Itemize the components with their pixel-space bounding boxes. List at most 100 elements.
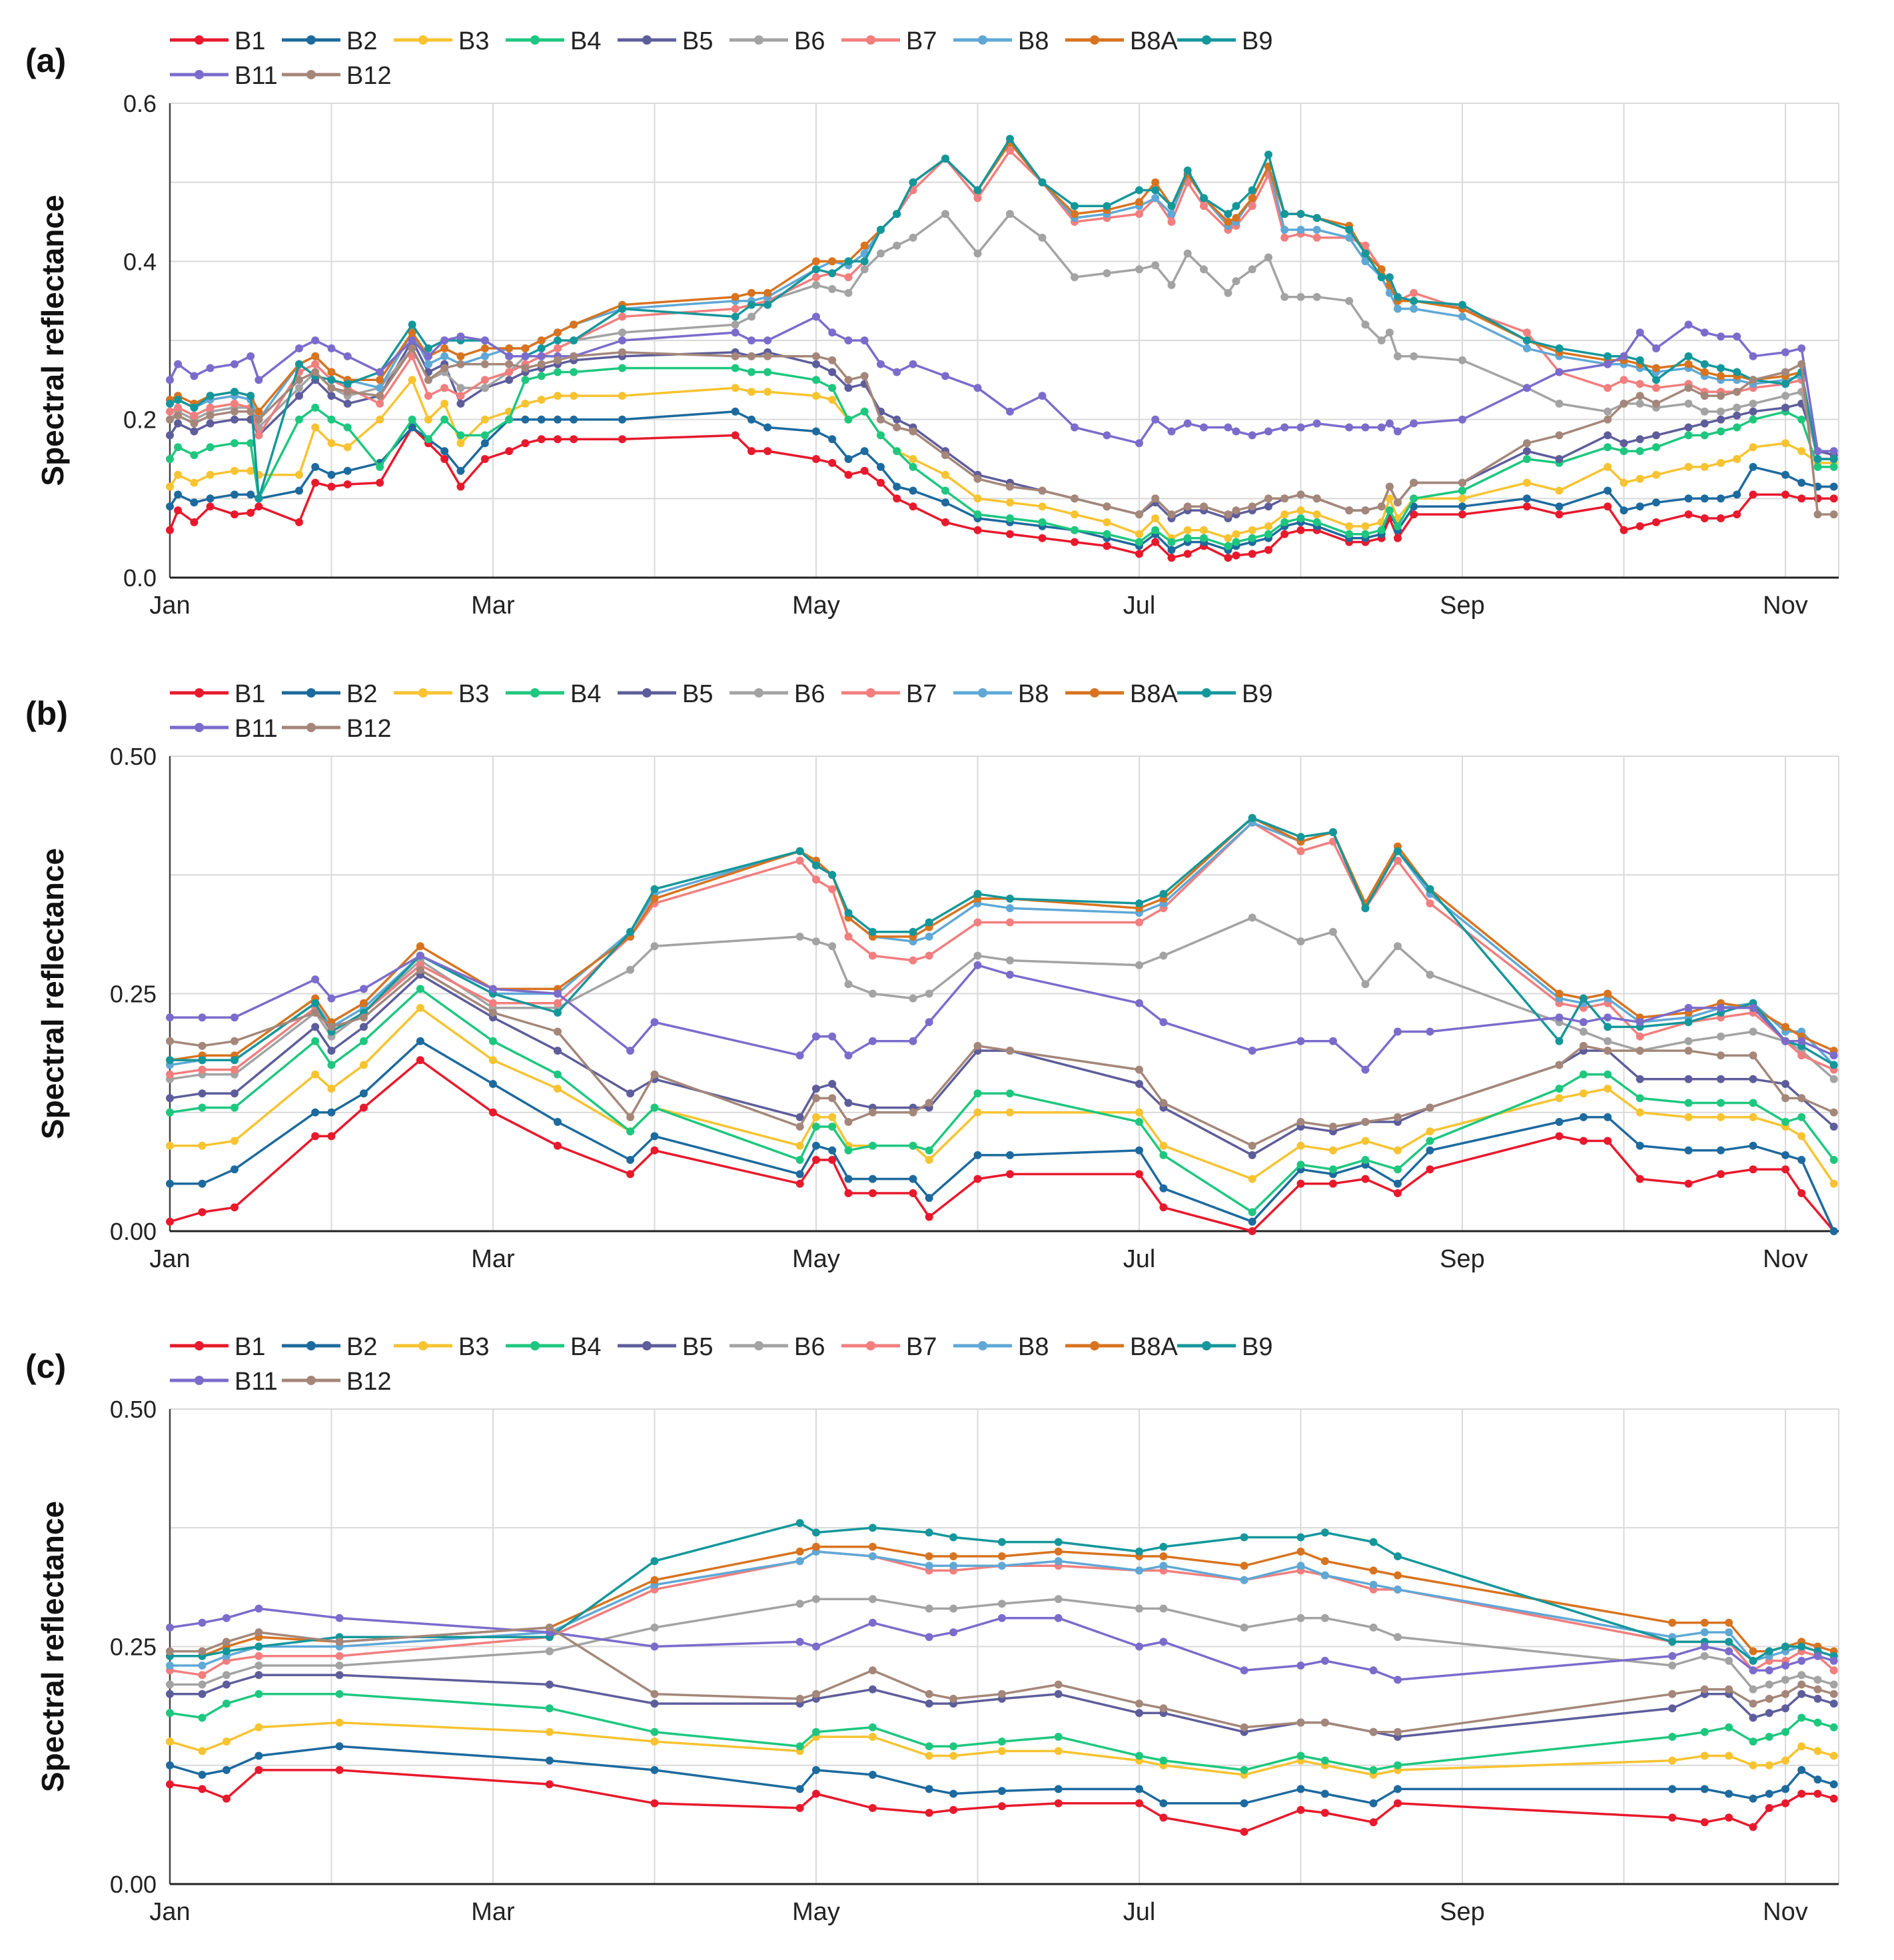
data-point xyxy=(1103,502,1111,511)
data-point xyxy=(731,292,739,301)
data-point xyxy=(456,332,465,341)
data-point xyxy=(1167,210,1176,219)
data-point xyxy=(1006,904,1014,913)
data-point xyxy=(166,1680,174,1689)
data-point xyxy=(1038,534,1047,542)
data-point xyxy=(360,1061,368,1069)
data-point xyxy=(1345,296,1354,305)
data-point xyxy=(1369,1818,1378,1827)
data-point xyxy=(174,490,183,499)
data-point xyxy=(1394,1165,1402,1174)
data-point xyxy=(1369,1580,1378,1589)
series-b4 xyxy=(166,1690,1838,1774)
data-point xyxy=(973,526,982,534)
data-point xyxy=(554,415,562,424)
data-point xyxy=(868,989,877,998)
data-point xyxy=(1523,344,1531,352)
data-point xyxy=(190,403,199,412)
data-point xyxy=(1151,186,1160,195)
data-point xyxy=(222,1638,231,1646)
data-point xyxy=(893,447,901,456)
data-point xyxy=(909,427,917,436)
data-point xyxy=(812,265,820,274)
data-point xyxy=(1620,352,1628,360)
data-point xyxy=(925,1562,933,1570)
legend-marker xyxy=(418,35,428,45)
data-point xyxy=(795,1141,804,1150)
data-point xyxy=(1813,1694,1822,1703)
data-point xyxy=(1797,1680,1806,1689)
data-point xyxy=(941,518,949,526)
data-point xyxy=(795,1803,804,1812)
data-point xyxy=(505,447,514,456)
data-point xyxy=(554,435,562,444)
data-point xyxy=(747,415,755,424)
data-point xyxy=(327,1061,336,1069)
data-point xyxy=(1797,415,1806,424)
data-point xyxy=(254,502,263,511)
data-point xyxy=(1717,392,1725,400)
data-point xyxy=(1410,510,1418,519)
data-point xyxy=(231,1137,238,1145)
data-point xyxy=(1232,530,1240,538)
data-point xyxy=(1458,300,1466,309)
data-point xyxy=(1345,506,1354,515)
data-point xyxy=(231,1037,238,1045)
data-point xyxy=(1248,1175,1256,1183)
data-point xyxy=(1781,1080,1789,1088)
data-point xyxy=(222,1680,231,1689)
data-point xyxy=(893,415,901,424)
series-line xyxy=(170,954,1835,1071)
data-point xyxy=(828,368,837,376)
data-point xyxy=(570,336,578,344)
data-point xyxy=(1264,522,1272,530)
data-point xyxy=(1733,388,1741,396)
data-point xyxy=(1159,889,1168,898)
data-point xyxy=(1135,1700,1143,1708)
data-point xyxy=(1248,913,1256,922)
data-point xyxy=(1038,486,1047,495)
data-point xyxy=(909,178,917,187)
data-point xyxy=(909,1141,917,1150)
data-point xyxy=(360,985,368,993)
data-point xyxy=(893,368,901,376)
data-point xyxy=(190,419,199,428)
data-point xyxy=(327,415,336,424)
data-point xyxy=(1410,296,1418,305)
data-point xyxy=(925,1633,933,1642)
data-point xyxy=(1733,403,1741,412)
legend-item-b12: B12 xyxy=(282,62,392,90)
data-point xyxy=(997,1802,1006,1811)
data-point xyxy=(222,1737,231,1746)
data-point xyxy=(1700,1818,1709,1827)
data-point xyxy=(1296,847,1305,855)
legend-marker xyxy=(195,35,204,45)
data-point xyxy=(1781,1704,1789,1713)
data-point xyxy=(254,1642,263,1651)
data-point xyxy=(1813,1747,1822,1755)
data-point xyxy=(812,875,820,884)
data-point xyxy=(1320,1756,1329,1765)
data-point xyxy=(1224,218,1232,226)
data-point xyxy=(1135,210,1143,219)
series-b8a xyxy=(166,139,1838,463)
data-point xyxy=(997,1562,1006,1570)
data-point xyxy=(795,847,804,855)
data-point xyxy=(311,1023,320,1031)
legend-label: B4 xyxy=(570,1333,601,1361)
data-point xyxy=(997,1600,1006,1608)
data-point xyxy=(1224,542,1232,550)
data-point xyxy=(828,1094,837,1103)
data-point xyxy=(1604,462,1612,471)
data-point xyxy=(190,372,199,380)
data-point xyxy=(1700,407,1709,416)
data-point xyxy=(295,392,303,400)
legend-item-b11: B11 xyxy=(170,62,278,90)
data-point xyxy=(1394,522,1402,530)
data-point xyxy=(440,344,449,352)
data-point xyxy=(254,1671,263,1680)
data-point xyxy=(456,392,465,400)
data-point xyxy=(1636,356,1644,364)
data-point xyxy=(231,439,238,448)
data-point xyxy=(1684,360,1693,368)
